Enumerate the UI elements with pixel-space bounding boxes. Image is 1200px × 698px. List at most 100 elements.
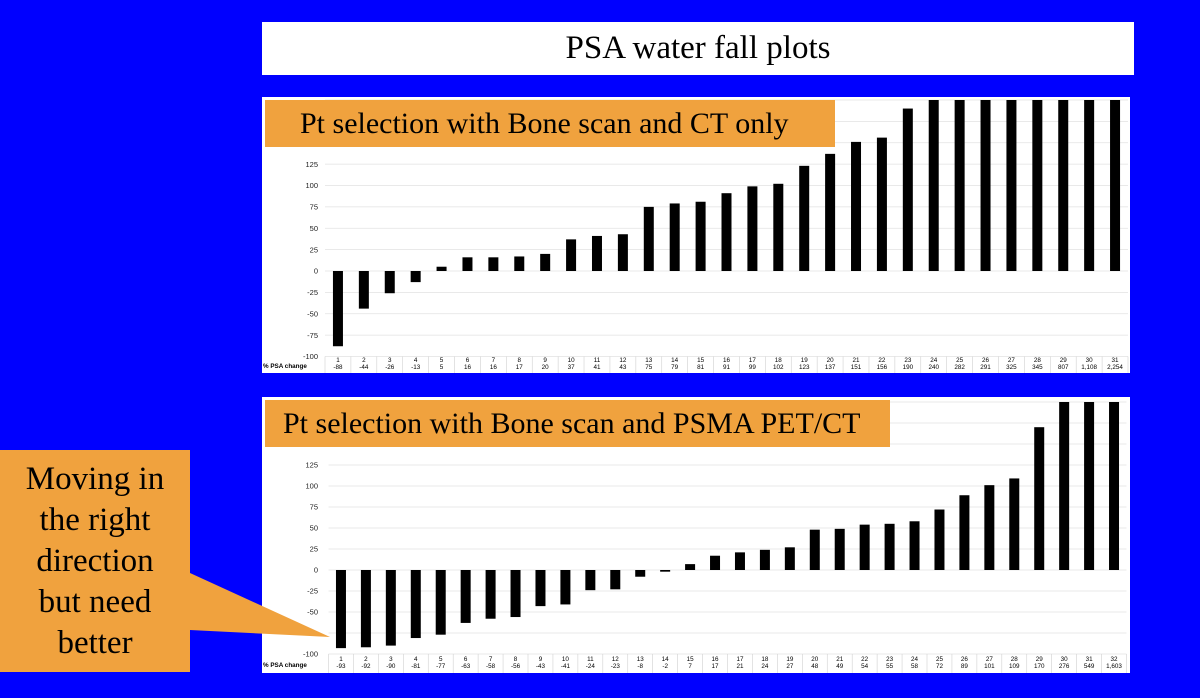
- psa-change-value: 5: [440, 364, 444, 371]
- psa-change-value: 48: [811, 663, 819, 670]
- bar-patient-30: [1059, 402, 1070, 570]
- patient-index: 1: [336, 357, 340, 364]
- psa-change-value: 1,603: [1106, 663, 1122, 670]
- bar-patient-7: [488, 257, 499, 271]
- psa-change-value: 7: [688, 663, 692, 670]
- patient-index: 13: [645, 357, 653, 364]
- bar-patient-15: [695, 201, 706, 271]
- bar-patient-22: [859, 524, 870, 570]
- bar-patient-3: [385, 570, 396, 646]
- y-tick-label: 25: [310, 245, 318, 254]
- psa-change-value: 156: [877, 364, 888, 371]
- bar-patient-8: [510, 570, 521, 618]
- bar-patient-6: [460, 570, 471, 623]
- bar-patient-23: [902, 108, 913, 271]
- bar-patient-25: [954, 100, 965, 271]
- bar-patient-24: [928, 100, 939, 271]
- psa-change-value: 325: [1006, 364, 1017, 371]
- bar-patient-14: [660, 570, 671, 572]
- patient-index: 5: [440, 357, 444, 364]
- psa-change-value: 58: [911, 663, 919, 670]
- psa-change-value: -43: [536, 663, 546, 670]
- bar-patient-11: [591, 235, 602, 271]
- psa-change-value: -56: [511, 663, 521, 670]
- psa-change-value: -26: [385, 364, 395, 371]
- patient-index: 30: [1086, 357, 1094, 364]
- y-tick-label: 50: [310, 524, 318, 533]
- y-tick-label: 75: [310, 503, 318, 512]
- patient-index: 12: [619, 357, 627, 364]
- psa-change-value: -58: [486, 663, 496, 670]
- psa-change-value: 20: [542, 364, 550, 371]
- patient-index: 18: [775, 357, 783, 364]
- patient-index: 29: [1060, 357, 1068, 364]
- psa-change-value: 16: [464, 364, 472, 371]
- patient-index: 10: [568, 357, 576, 364]
- callout-line: direction: [36, 543, 154, 579]
- patient-index: 16: [723, 357, 731, 364]
- slide-title: PSA water fall plots: [565, 30, 831, 66]
- psa-change-value: 123: [799, 364, 810, 371]
- psa-change-value: 75: [645, 364, 653, 371]
- bar-patient-17: [747, 186, 758, 271]
- patient-index: 27: [986, 656, 994, 663]
- patient-index: 12: [612, 656, 620, 663]
- y-tick-label: 100: [305, 181, 318, 190]
- y-tick-label: 0: [314, 267, 318, 276]
- patient-index: 19: [801, 357, 809, 364]
- psa-change-value: 1,108: [1081, 364, 1097, 371]
- bar-patient-9: [540, 253, 551, 271]
- y-tick-label: 0: [314, 566, 318, 575]
- psa-change-value: 151: [851, 364, 862, 371]
- patient-index: 3: [389, 656, 393, 663]
- bar-patient-13: [643, 206, 654, 271]
- bar-patient-7: [485, 570, 496, 619]
- bar-patient-25: [934, 509, 945, 570]
- patient-index: 2: [362, 357, 366, 364]
- y-axis: 125 100 75 50 25 0 -25 -50 -100: [303, 461, 318, 659]
- patient-index: 22: [861, 656, 869, 663]
- psa-change-value: 240: [928, 364, 939, 371]
- psa-change-value: -44: [359, 364, 369, 371]
- callout-line: better: [57, 625, 133, 661]
- patient-index: 29: [1036, 656, 1044, 663]
- psa-change-value: 55: [886, 663, 894, 670]
- bar-patient-19: [784, 547, 795, 570]
- psa-change-value: -93: [336, 663, 346, 670]
- patient-index: 3: [388, 357, 392, 364]
- psa-change-value: 276: [1059, 663, 1070, 670]
- bar-patient-28: [1032, 100, 1043, 271]
- bar-patient-13: [635, 570, 646, 577]
- psa-change-value: 170: [1034, 663, 1045, 670]
- patient-index: 22: [878, 357, 886, 364]
- callout-line: the right: [39, 502, 151, 538]
- patient-index: 25: [936, 656, 944, 663]
- bar-patient-8: [514, 256, 525, 271]
- patient-index: 14: [671, 357, 679, 364]
- bar-patient-16: [710, 555, 721, 570]
- bar-patient-3: [384, 271, 395, 294]
- psa-change-value: 345: [1032, 364, 1043, 371]
- y-tick-label: -25: [307, 288, 318, 297]
- bar-patient-12: [610, 570, 621, 590]
- callout-line: Moving in: [25, 461, 165, 497]
- bar-patient-5: [436, 266, 447, 271]
- bar-patient-16: [721, 193, 732, 271]
- patient-index: 21: [853, 357, 861, 364]
- psa-change-value: 101: [984, 663, 995, 670]
- psa-change-value: 37: [568, 364, 576, 371]
- psa-change-value: 16: [490, 364, 498, 371]
- psa-change-value: -23: [611, 663, 621, 670]
- psa-change-value: 72: [936, 663, 944, 670]
- y-tick-label: 50: [310, 224, 318, 233]
- bar-patient-4: [410, 271, 421, 283]
- psa-change-table: % PSA change1-932-923-904-815-776-637-58…: [263, 654, 1127, 673]
- psa-change-value: 282: [954, 364, 965, 371]
- patient-index: 17: [749, 357, 757, 364]
- bar-patient-20: [825, 153, 836, 271]
- patient-index: 11: [587, 656, 594, 663]
- patient-index: 8: [514, 656, 518, 663]
- patient-index: 21: [836, 656, 844, 663]
- patient-index: 30: [1061, 656, 1069, 663]
- bar-patient-10: [566, 239, 577, 271]
